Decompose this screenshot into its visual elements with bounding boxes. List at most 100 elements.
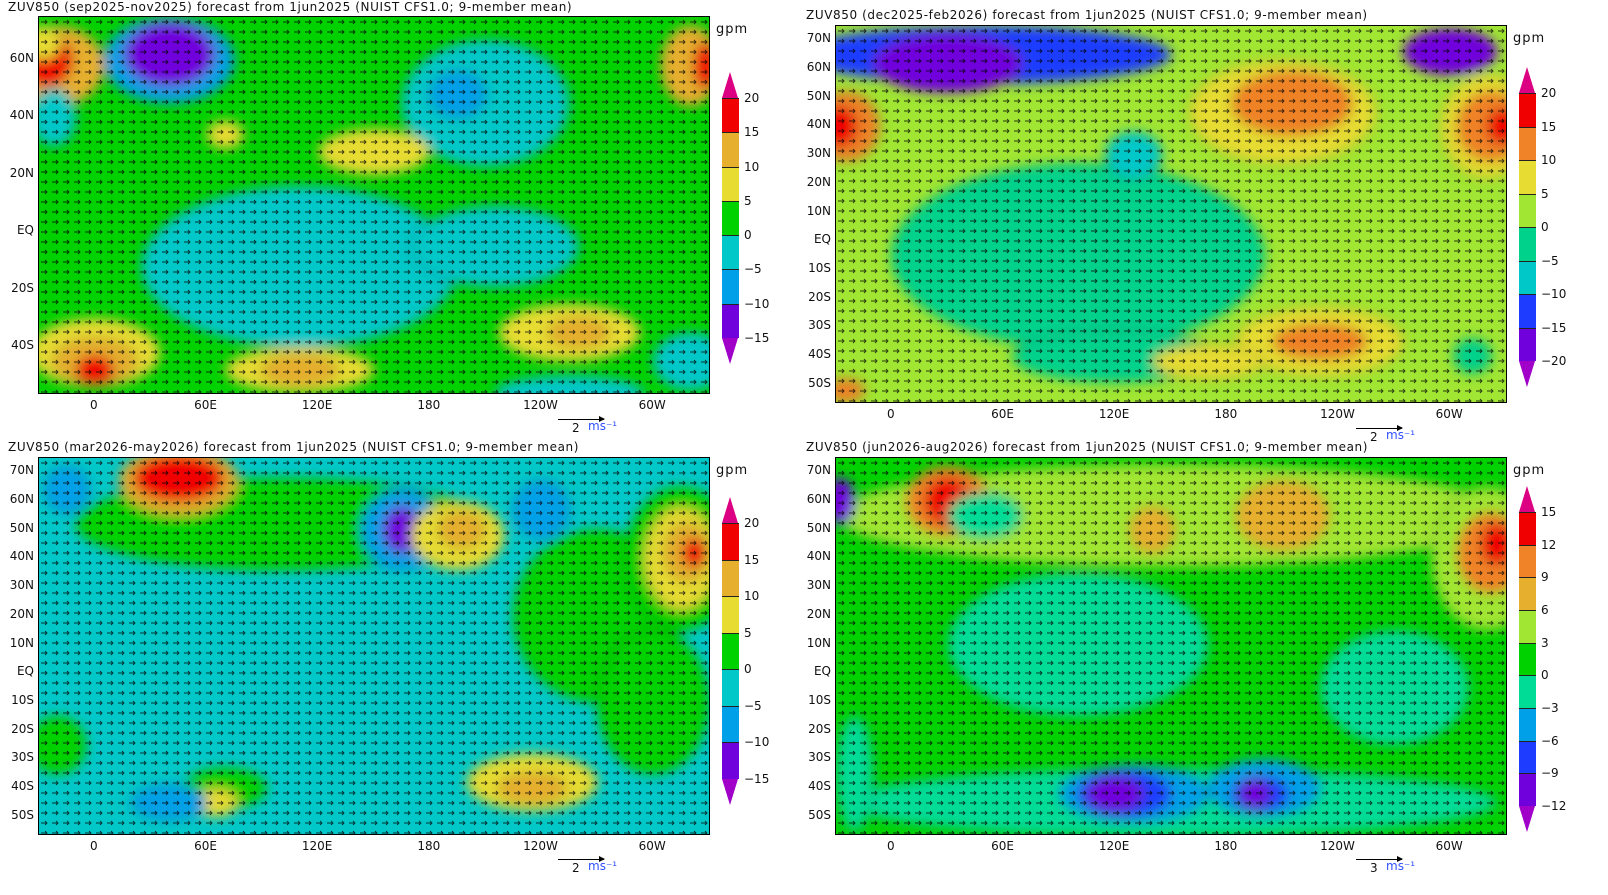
height-field xyxy=(836,26,1506,402)
colorbar: 20 15 10 5 0 −5 −10 −15 −20 xyxy=(1519,67,1566,387)
lon-tick-label: 120E xyxy=(1098,839,1130,853)
colorbar-upper-triangle xyxy=(722,497,738,523)
lat-tick-label: 50N xyxy=(806,520,831,535)
colorbar-level-label: 5 xyxy=(744,625,752,640)
lon-tick-label: 180 xyxy=(1214,839,1238,853)
colorbar-bin xyxy=(1519,544,1536,578)
colorbar-level-label: −12 xyxy=(1541,799,1567,813)
colorbar-bin xyxy=(722,303,739,338)
lat-tick-label: 20N xyxy=(9,606,34,621)
lat-tick-label: 50S xyxy=(11,807,34,822)
colorbar-level-label: 3 xyxy=(1541,635,1549,650)
lon-tick-label: 120W xyxy=(1320,839,1355,853)
colorbar-level-label: −9 xyxy=(1541,766,1559,781)
lat-tick-label: 20S xyxy=(11,721,34,736)
colorbar-bin xyxy=(1519,642,1536,676)
lat-tick-label: 40S xyxy=(808,779,831,794)
colorbar-upper-triangle xyxy=(1519,67,1535,93)
lat-tick-label: 10S xyxy=(11,692,34,707)
lat-tick-label: EQ xyxy=(813,664,831,679)
colorbar-bin xyxy=(1519,773,1536,806)
colorbar-lower-triangle xyxy=(722,338,738,364)
lon-tick-label: 60E xyxy=(991,839,1014,853)
lon-tick-label: 60W xyxy=(638,398,666,412)
unit-label: gpm xyxy=(1513,31,1546,46)
colorbar-level-label: 20 xyxy=(744,516,760,530)
lat-tick-label: EQ xyxy=(16,664,34,679)
colorbar-level-label: −10 xyxy=(1541,287,1567,301)
lon-tick-label: 0 xyxy=(887,407,895,421)
colorbar-level-label: 9 xyxy=(1541,570,1549,585)
lat-tick-label: 40N xyxy=(9,549,34,564)
lat-tick-label: 30N xyxy=(806,578,831,593)
lat-tick-label: 40S xyxy=(808,347,831,362)
unit-label: gpm xyxy=(716,463,749,478)
colorbar-level-label: −3 xyxy=(1541,701,1559,715)
lat-tick-label: 50S xyxy=(808,375,831,390)
colorbar-bin xyxy=(722,132,739,167)
reference-units: ms⁻¹ xyxy=(588,859,618,873)
reference-magnitude: 2 xyxy=(1370,430,1378,444)
lat-tick-label: 20N xyxy=(806,606,831,621)
colorbar-upper-triangle xyxy=(1519,486,1535,512)
height-field xyxy=(836,458,1506,834)
panel-title: ZUV850 (jun2026-aug2026) forecast from 1… xyxy=(806,440,1369,454)
colorbar-level-label: 5 xyxy=(1541,186,1549,201)
colorbar-level-label: 6 xyxy=(1541,603,1549,617)
colorbar-bin xyxy=(1519,577,1536,610)
colorbar-bin xyxy=(1519,193,1536,227)
colorbar-level-label: −5 xyxy=(1541,253,1559,268)
lat-tick-label: 50N xyxy=(9,520,34,535)
colorbar-upper-triangle xyxy=(722,72,738,98)
colorbar-level-label: 15 xyxy=(744,125,760,140)
lat-tick-label: 40N xyxy=(806,117,831,132)
lon-tick-label: 120E xyxy=(301,398,333,412)
lat-tick-label: 10S xyxy=(808,692,831,707)
unit-label: gpm xyxy=(1513,463,1546,478)
lon-tick-label: 0 xyxy=(90,839,98,853)
lat-tick-label: 40N xyxy=(9,108,34,123)
reference-units: ms⁻¹ xyxy=(1386,859,1416,873)
colorbar-bin xyxy=(1519,160,1536,194)
wind-vectors xyxy=(39,458,709,834)
lat-tick-label: 70N xyxy=(9,463,34,478)
colorbar-level-label: 10 xyxy=(1541,153,1557,167)
colorbar-level-label: 0 xyxy=(744,228,752,243)
lat-tick-label: 10N xyxy=(806,203,831,218)
colorbar-bin xyxy=(722,596,739,633)
colorbar-level-label: −5 xyxy=(744,262,762,277)
colorbar-level-label: 0 xyxy=(1541,668,1549,683)
lon-tick-label: 120W xyxy=(523,398,558,412)
height-field xyxy=(39,17,709,393)
unit-label: gpm xyxy=(716,22,749,37)
colorbar-bin xyxy=(1519,512,1536,545)
lon-tick-label: 60E xyxy=(194,398,217,412)
map-plot xyxy=(835,457,1507,835)
lat-tick-label: 30N xyxy=(806,146,831,161)
colorbar-level-label: −15 xyxy=(744,331,770,345)
colorbar-bin xyxy=(1519,740,1536,774)
reference-magnitude: 3 xyxy=(1370,861,1378,875)
lat-tick-label: 30S xyxy=(11,750,34,765)
colorbar-level-label: 15 xyxy=(744,552,760,567)
lat-tick-label: 20S xyxy=(11,280,34,295)
colorbar-bin xyxy=(722,669,739,706)
colorbar-level-label: −6 xyxy=(1541,733,1559,748)
lat-tick-label: EQ xyxy=(16,223,34,238)
colorbar-level-label: 20 xyxy=(1541,86,1557,100)
lon-tick-label: 60E xyxy=(194,839,217,853)
panel-title: ZUV850 (sep2025-nov2025) forecast from 1… xyxy=(8,0,573,14)
lat-tick-label: 20S xyxy=(808,721,831,736)
colorbar-level-label: 0 xyxy=(744,662,752,677)
colorbar-level-label: 15 xyxy=(1541,119,1557,134)
map-plot xyxy=(38,16,710,394)
lat-tick-label: 10N xyxy=(9,635,34,650)
colorbar-level-label: 5 xyxy=(744,193,752,208)
lon-tick-label: 60W xyxy=(638,839,666,853)
lat-tick-label: 20N xyxy=(9,165,34,180)
lon-tick-label: 120E xyxy=(1098,407,1130,421)
colorbar-bin xyxy=(1519,93,1536,127)
lat-tick-label: 40S xyxy=(11,779,34,794)
map-plot xyxy=(835,25,1507,403)
colorbar-level-label: 15 xyxy=(1541,505,1557,519)
